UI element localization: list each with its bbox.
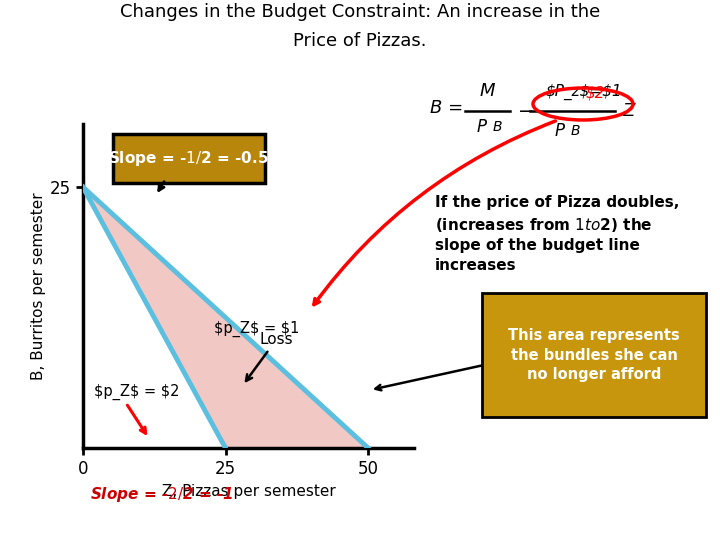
Text: Slope = -$1/$2 = -0.5: Slope = -$1/$2 = -0.5	[109, 148, 269, 168]
Text: $p_Z$ = $2: $p_Z$ = $2	[94, 384, 180, 400]
Point	[611, 108, 619, 114]
FancyBboxPatch shape	[112, 134, 265, 183]
Text: Z: Z	[622, 102, 634, 120]
Text: This area represents
the bundles she can
no longer afford: This area represents the bundles she can…	[508, 328, 680, 382]
Text: M: M	[480, 82, 495, 100]
Text: If the price of Pizza doubles,
(increases from $1 to $2) the
slope of the budget: If the price of Pizza doubles, (increase…	[435, 195, 680, 273]
Text: Loss: Loss	[246, 332, 294, 381]
Y-axis label: B, Burritos per semester: B, Burritos per semester	[31, 192, 45, 380]
Text: Slope = -$2/$2 = -1: Slope = -$2/$2 = -1	[90, 485, 234, 504]
Text: Changes in the Budget Constraint: An increase in the: Changes in the Budget Constraint: An inc…	[120, 3, 600, 21]
Text: $p_Z$ = $1: $p_Z$ = $1	[214, 321, 300, 338]
FancyBboxPatch shape	[482, 293, 706, 417]
Point	[505, 108, 514, 114]
X-axis label: Z, Pizzas per semester: Z, Pizzas per semester	[161, 483, 336, 498]
Text: $P_z$=$1: $P_z$=$1	[545, 84, 621, 100]
Point	[461, 108, 469, 114]
Text: B =: B =	[430, 99, 463, 117]
Text: $2: $2	[585, 85, 605, 100]
Text: −: −	[518, 102, 534, 120]
Text: P: P	[477, 118, 487, 136]
Polygon shape	[83, 187, 369, 448]
Text: B: B	[571, 124, 580, 138]
Text: P: P	[555, 122, 565, 140]
Point	[526, 108, 534, 114]
Text: B: B	[493, 120, 503, 134]
Text: Price of Pizzas.: Price of Pizzas.	[293, 32, 427, 50]
